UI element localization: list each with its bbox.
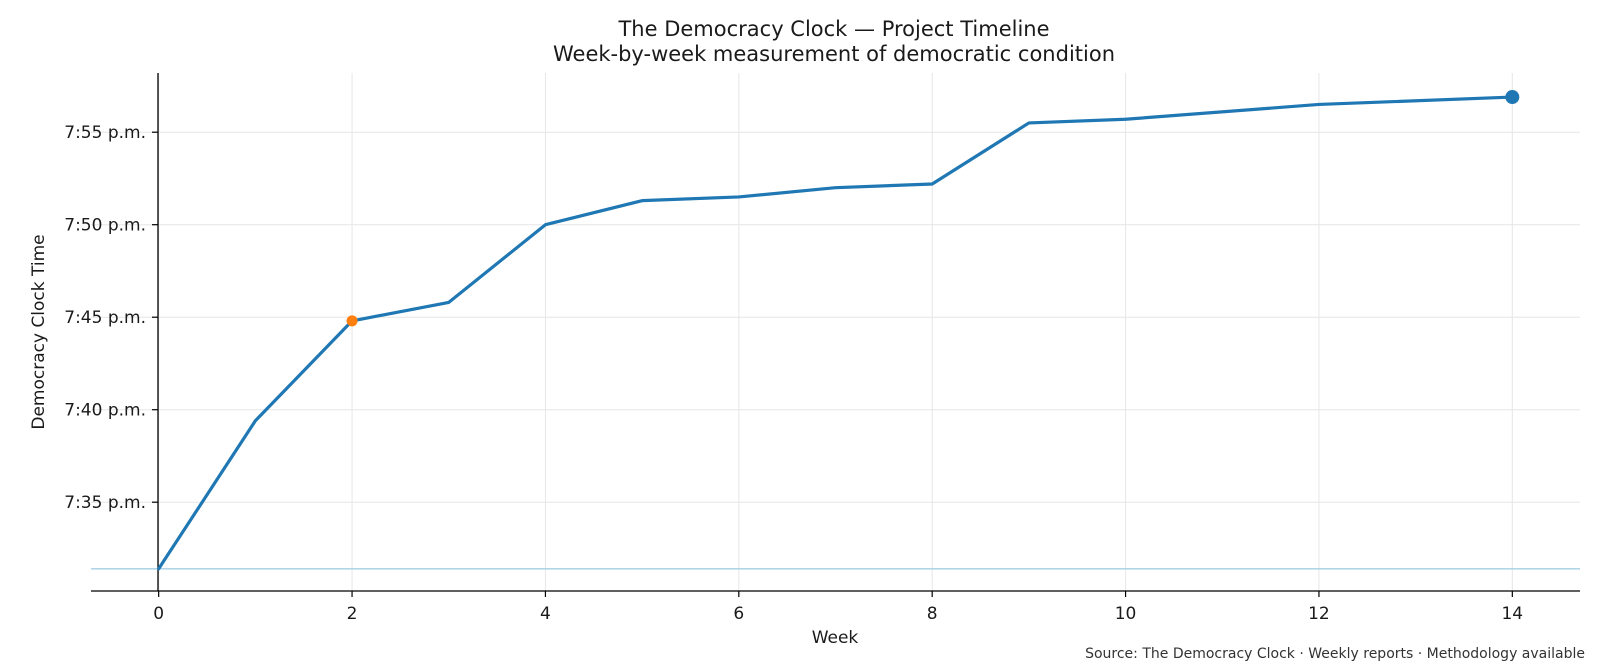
series [157,95,1514,571]
grid [91,73,1580,591]
x-tick-label: 12 [1308,604,1330,624]
y-tick-label: 7:50 p.m. [64,216,146,236]
highlight-points [346,90,1520,327]
chart-subtitle: Week-by-week measurement of democratic c… [553,42,1115,66]
x-tick-label: 10 [1115,604,1137,624]
highlight-point [1505,90,1520,105]
chart-title: The Democracy Clock — Project Timeline [617,17,1049,41]
x-tick-label: 4 [540,604,551,624]
y-tick-label: 7:45 p.m. [64,308,146,328]
x-tick-label: 8 [927,604,938,624]
y-tick-label: 7:40 p.m. [64,401,146,421]
x-tick-label: 6 [733,604,744,624]
x-axis-label: Week [812,628,859,648]
y-axis-label: Democracy Clock Time [29,234,49,429]
x-tick-label: 0 [153,604,164,624]
highlight-point [346,315,358,327]
source-note: Source: The Democracy Clock · Weekly rep… [1085,646,1585,662]
series-line [157,95,1514,571]
y-tick-label: 7:35 p.m. [64,493,146,513]
x-tick-label: 2 [347,604,358,624]
y-tick-label: 7:55 p.m. [64,123,146,143]
x-tick-label: 14 [1501,604,1523,624]
ticks: 0 2 4 6 8 10 12 14 7:35 p.m. 7:40 p.m. 7:45 p.m. 7:… [64,123,1523,624]
